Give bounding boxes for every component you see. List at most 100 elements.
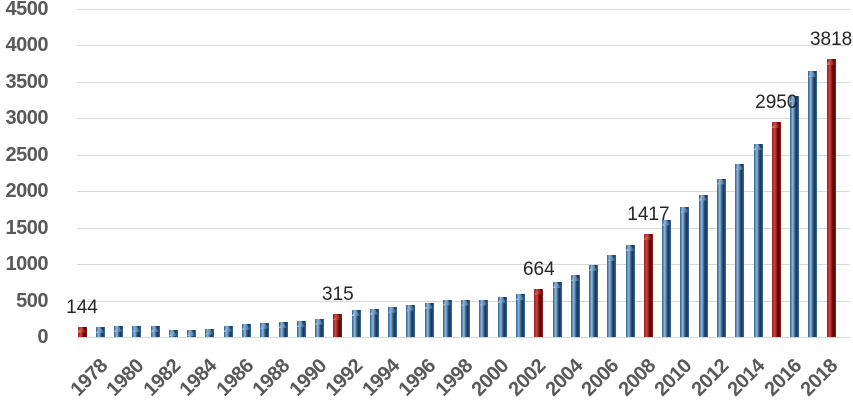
bar (461, 299, 471, 337)
bar-bevel-cap (607, 255, 617, 262)
bar-bevel-cap (150, 326, 160, 333)
x-tick-label: 2014 (723, 355, 770, 401)
x-tick-label: 2006 (577, 355, 624, 401)
bar (735, 164, 745, 337)
bar (241, 323, 251, 337)
bar (388, 306, 398, 337)
y-tick-label: 1000 (5, 253, 49, 276)
bar (114, 326, 123, 337)
bar (95, 327, 105, 337)
bar-bevel-cap (534, 288, 544, 295)
bar-highlighted (77, 326, 87, 337)
x-tick-label: 2004 (540, 355, 587, 401)
gridline (77, 191, 850, 193)
gridline (77, 154, 850, 156)
bar-bevel-cap (589, 264, 599, 271)
bar-bevel-cap (388, 306, 398, 313)
bar (442, 299, 452, 337)
bar-highlighted (534, 288, 544, 337)
y-tick-label: 3500 (5, 70, 49, 93)
x-tick-label: 1998 (431, 355, 477, 401)
x-tick-label: 1982 (139, 355, 185, 401)
bar-bevel-cap (278, 322, 288, 329)
bar-highlighted (826, 58, 836, 337)
bar (424, 302, 434, 337)
x-tick-label: 1978 (65, 355, 112, 401)
bar-bevel-cap (808, 71, 818, 77)
bar-bevel-cap (296, 321, 306, 328)
x-tick-label: 2010 (650, 355, 697, 401)
bar (589, 264, 599, 337)
gridline (77, 337, 850, 338)
x-tick-label: 1992 (321, 355, 368, 401)
bar-bevel-cap (223, 325, 233, 332)
bar-bevel-cap (406, 304, 416, 311)
bar-bevel-cap (552, 282, 562, 289)
bar-bevel-cap (479, 299, 489, 306)
bar (351, 310, 361, 337)
bar-bevel-cap (643, 233, 653, 240)
bar (296, 321, 306, 337)
bar-bevel-cap (771, 122, 781, 128)
bar (315, 318, 324, 337)
bar (753, 144, 763, 337)
x-tick-label: 1988 (248, 355, 295, 401)
bar-bevel-cap (132, 326, 142, 333)
bar-bevel-cap (95, 327, 105, 334)
y-tick-label: 4500 (5, 0, 49, 20)
x-tick-label: 1994 (358, 355, 404, 401)
bar-bevel-cap (114, 326, 123, 333)
x-tick-label: 2018 (796, 355, 843, 401)
bar-bevel-cap (168, 330, 178, 336)
bar-bevel-cap (753, 144, 763, 151)
bar-bevel-cap (260, 322, 270, 329)
bar (369, 308, 379, 337)
y-tick-label: 0 (37, 326, 48, 348)
bar (168, 330, 178, 337)
bar-bevel-cap (516, 294, 525, 300)
bar-bevel-cap (241, 323, 251, 330)
x-tick-label: 1980 (102, 355, 149, 401)
gridline (77, 9, 850, 10)
bar-bevel-cap (205, 328, 215, 335)
bar-highlighted (771, 122, 781, 337)
bar (625, 245, 635, 337)
gridline (77, 264, 850, 266)
bar-bevel-cap (698, 194, 708, 201)
bar-bevel-cap (625, 245, 635, 252)
bar (187, 330, 197, 337)
bar (552, 282, 562, 337)
gridline (77, 81, 850, 83)
bar (607, 255, 617, 337)
bar-bevel-cap (497, 296, 507, 303)
bar (260, 322, 270, 337)
bar-bevel-cap (369, 308, 379, 315)
bar (790, 96, 799, 337)
x-tick-label: 1984 (175, 355, 222, 401)
bar-bevel-cap (662, 219, 672, 226)
bar-bevel-cap (442, 299, 452, 306)
x-tick-label: 2008 (614, 355, 660, 401)
x-tick-label: 1996 (394, 355, 441, 401)
bar-bevel-cap (790, 96, 799, 103)
bar-bevel-cap (315, 318, 324, 325)
bar (698, 194, 708, 337)
bar-data-label: 1417 (627, 203, 670, 225)
bar-bevel-cap (187, 330, 197, 336)
bar-data-label: 315 (321, 284, 354, 305)
x-tick-label: 2012 (687, 355, 733, 401)
bar-data-label: 664 (522, 258, 555, 280)
bar-highlighted (333, 314, 343, 337)
bar-bevel-cap (461, 299, 471, 306)
bar-bevel-cap (424, 302, 434, 309)
bar-bevel-cap (716, 178, 726, 185)
gridline (77, 118, 850, 120)
bar (479, 299, 489, 337)
bar (570, 275, 580, 337)
gridline (77, 227, 850, 229)
bar-data-label: 144 (66, 296, 98, 318)
bar (497, 296, 507, 337)
bar-bevel-cap (680, 206, 690, 213)
y-tick-label: 3000 (5, 107, 49, 130)
